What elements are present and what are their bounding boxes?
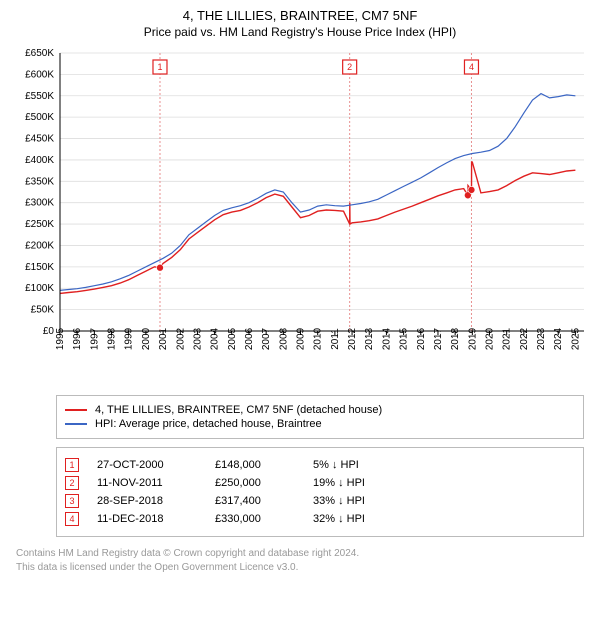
transaction-date: 11-DEC-2018 [97,513,197,525]
footer-attribution: Contains HM Land Registry data © Crown c… [16,547,584,575]
transaction-date: 27-OCT-2000 [97,459,197,471]
transaction-marker: 1 [65,458,79,472]
transaction-row: 2 11-NOV-2011 £250,000 19% ↓ HPI [65,476,575,490]
transaction-price: £148,000 [215,459,295,471]
legend-swatch [65,409,87,411]
transaction-delta: 32% ↓ HPI [313,513,365,525]
transaction-price: £317,400 [215,495,295,507]
transaction-row: 3 28-SEP-2018 £317,400 33% ↓ HPI [65,494,575,508]
transaction-date: 11-NOV-2011 [97,477,197,489]
svg-text:£0: £0 [43,326,55,337]
chart-area: £0 £50K £100K £150K £200K £250K £300K £350K £400… [10,47,590,387]
transaction-marker: 3 [65,494,79,508]
transaction-delta: 5% ↓ HPI [313,459,359,471]
svg-text:£300K: £300K [25,198,54,209]
svg-text:1: 1 [157,62,162,72]
svg-text:£100K: £100K [25,283,54,294]
transaction-delta: 33% ↓ HPI [313,495,365,507]
transaction-marker: 4 [65,512,79,526]
svg-text:£400K: £400K [25,155,54,166]
transaction-row: 4 11-DEC-2018 £330,000 32% ↓ HPI [65,512,575,526]
transaction-date: 28-SEP-2018 [97,495,197,507]
svg-text:£150K: £150K [25,262,54,273]
legend-label: HPI: Average price, detached house, Brai… [95,418,322,430]
legend: 4, THE LILLIES, BRAINTREE, CM7 5NF (deta… [56,395,584,439]
svg-text:£450K: £450K [25,134,54,145]
transaction-delta: 19% ↓ HPI [313,477,365,489]
legend-label: 4, THE LILLIES, BRAINTREE, CM7 5NF (deta… [95,404,382,416]
legend-item: 4, THE LILLIES, BRAINTREE, CM7 5NF (deta… [65,404,575,416]
svg-text:£550K: £550K [25,91,54,102]
svg-text:2: 2 [347,62,352,72]
line-chart: £0 £50K £100K £150K £200K £250K £300K £350K £400… [10,47,590,387]
transactions-table: 1 27-OCT-2000 £148,000 5% ↓ HPI 2 11-NOV-2011… [56,447,584,537]
svg-text:4: 4 [469,62,474,72]
svg-text:£600K: £600K [25,69,54,80]
transaction-price: £330,000 [215,513,295,525]
chart-subtitle: Price paid vs. HM Land Registry's House … [10,25,590,39]
transaction-price: £250,000 [215,477,295,489]
svg-text:£650K: £650K [25,48,54,59]
transaction-row: 1 27-OCT-2000 £148,000 5% ↓ HPI [65,458,575,472]
legend-swatch [65,423,87,425]
svg-text:£200K: £200K [25,240,54,251]
chart-title: 4, THE LILLIES, BRAINTREE, CM7 5NF [10,8,590,23]
svg-text:£350K: £350K [25,176,54,187]
footer-line-1: Contains HM Land Registry data © Crown c… [16,547,584,561]
footer-line-2: This data is licensed under the Open Gov… [16,561,584,575]
svg-text:£250K: £250K [25,219,54,230]
transaction-marker: 2 [65,476,79,490]
legend-item: HPI: Average price, detached house, Brai… [65,418,575,430]
svg-text:£500K: £500K [25,112,54,123]
svg-text:£50K: £50K [31,305,55,316]
